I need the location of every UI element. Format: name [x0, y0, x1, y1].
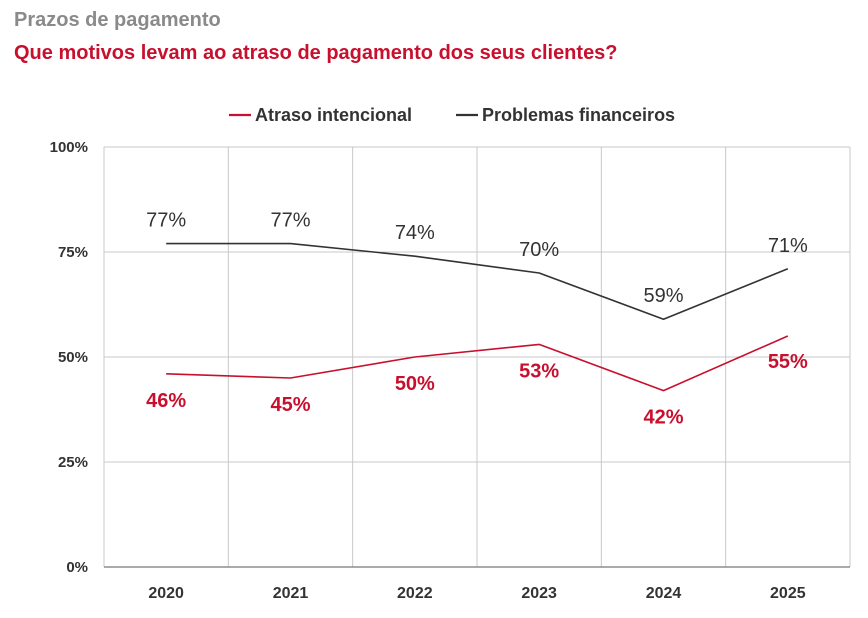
- data-label: 42%: [643, 407, 683, 429]
- x-tick-label: 2025: [770, 585, 806, 602]
- series-line-problemas-financeiros: [166, 242, 789, 321]
- data-label: 71%: [768, 235, 808, 257]
- data-label: 77%: [146, 210, 186, 232]
- x-tick-label: 2023: [521, 585, 557, 602]
- data-label: 70%: [519, 239, 559, 261]
- x-tick-label: 2024: [646, 585, 682, 602]
- data-label: 77%: [270, 210, 310, 232]
- chart-kicker: Prazos de pagamento: [14, 9, 221, 31]
- x-tick-label: 2021: [273, 585, 309, 602]
- data-label: 46%: [146, 390, 186, 412]
- y-tick-label: 75%: [58, 244, 88, 261]
- y-tick-label: 100%: [50, 139, 88, 156]
- chart-title: Que motivos levam ao atraso de pagamento…: [14, 42, 618, 64]
- data-label: 59%: [643, 285, 683, 307]
- data-label: 45%: [270, 394, 310, 416]
- data-label: 74%: [395, 222, 435, 244]
- data-labels: 46% 45% 50% 53% 42% 55% 77% 77% 74% 70% 59% 71%: [146, 210, 808, 429]
- data-label: 55%: [768, 351, 808, 373]
- data-label: 53%: [519, 360, 559, 382]
- series-line-atraso-intencional: [166, 335, 789, 392]
- legend-label-problemas-financeiros: Problemas financeiros: [482, 105, 675, 125]
- x-tick-label: 2020: [148, 585, 184, 602]
- series: [166, 242, 789, 392]
- y-tick-label: 0%: [66, 559, 88, 576]
- legend-label-atraso-intencional: Atraso intencional: [255, 105, 412, 125]
- axes: 0% 25% 50% 75% 100% 2020 2021 2022 2023 2024 2025: [50, 139, 850, 602]
- x-tick-label: 2022: [397, 585, 433, 602]
- y-tick-label: 50%: [58, 349, 88, 366]
- data-label: 50%: [395, 373, 435, 395]
- legend: Atraso intencional Problemas financeiros: [229, 105, 675, 125]
- y-tick-label: 25%: [58, 454, 88, 471]
